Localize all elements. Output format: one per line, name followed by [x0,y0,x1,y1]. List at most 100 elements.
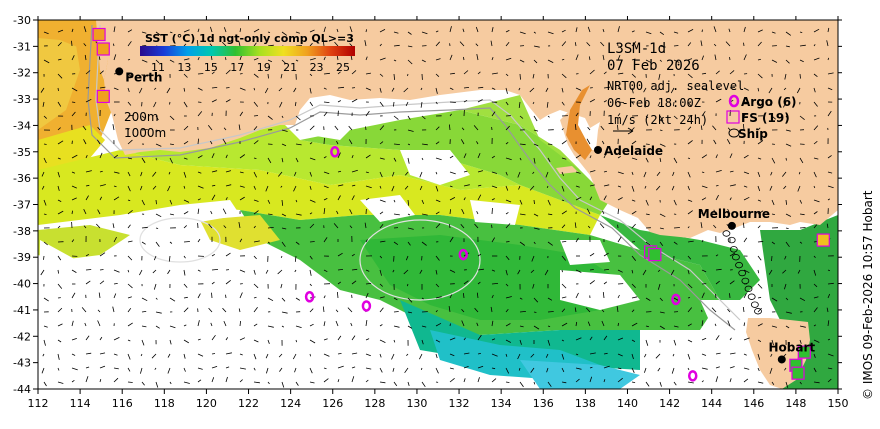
vector [156,228,158,229]
fs-station-icon [97,90,109,102]
vector [72,41,73,46]
vector [450,102,456,103]
city-marker-icon [728,222,736,230]
fs-station-icon [817,234,829,246]
colorbar-tick-label: 25 [336,61,350,74]
vector [506,242,510,243]
colorbar-ramp [140,46,355,56]
colorbar-tick-label: 21 [283,61,297,74]
colorbar-tick-label: 13 [177,61,191,74]
lon-tick-label: 142 [659,397,680,410]
city-marker-icon [594,146,602,154]
city-label: Hobart [768,340,815,354]
vector [226,88,230,89]
vector [58,88,59,91]
fs-station-icon [97,43,109,55]
lon-tick-label: 120 [196,397,217,410]
depth-label-200m: 200m [124,110,159,124]
lon-tick-label: 126 [322,397,343,410]
lat-tick-label: -33 [13,93,31,106]
lon-tick-label: 146 [743,397,764,410]
lat-tick-label: -38 [13,225,31,238]
lon-tick-label: 122 [238,397,259,410]
current-source: NRT00 adj. sealevel [607,79,744,93]
colorbar-tick-label: 19 [257,61,271,74]
lat-tick-label: -30 [13,14,31,27]
vector [548,312,554,313]
colorbar-tick-label: 15 [204,61,218,74]
lat-tick-label: -39 [13,251,31,264]
vector [590,270,594,271]
vector [366,126,367,130]
vector [520,74,521,80]
lon-tick-label: 144 [701,397,722,410]
credit-text: © IMOS 09-Feb-2026 10:57 Hobart [861,190,875,400]
colorbar-title: SST (°C) 1d ngt-only comp QL>=3 [145,32,354,45]
lat-tick-label: -37 [13,199,31,212]
vector [744,43,745,46]
lon-tick-label: 148 [785,397,806,410]
ship-legend-label: Ship [738,127,768,141]
vector [800,74,801,79]
colorbar-tick-label: 23 [310,61,324,74]
lat-tick-label: -32 [13,67,31,80]
lat-tick-label: -42 [13,330,31,343]
vector [702,30,703,32]
vector [72,102,75,103]
lon-tick-label: 112 [28,397,49,410]
vector [730,293,731,298]
city-marker-icon [115,67,123,75]
vector [786,158,787,161]
vector-scale: 1m/s (2kt 24h) [607,113,708,127]
lon-tick-label: 150 [828,397,849,410]
fs-legend-label: FS (19) [741,111,790,125]
vector [212,354,215,355]
vector [128,382,133,383]
lat-tick-label: -31 [13,40,31,53]
vector [674,228,680,229]
depth-label-1000m: 1000m [124,126,166,140]
vector [674,46,678,47]
lon-tick-label: 130 [406,397,427,410]
vector [170,102,171,105]
lon-tick-label: 128 [364,397,385,410]
vector [688,298,690,299]
vector [226,295,227,298]
argo-legend-label: Argo (6) [741,95,797,109]
lon-tick-label: 132 [449,397,470,410]
city-label: Melbourne [698,207,770,221]
vector [450,324,451,327]
vector [156,200,157,204]
fs-station-icon [93,28,105,40]
lon-tick-label: 134 [491,397,512,410]
vector [86,270,91,271]
lat-tick-label: -40 [13,278,31,291]
lat-tick-label: -35 [13,146,31,159]
lon-tick-label: 116 [112,397,133,410]
colorbar-tick-label: 17 [230,61,244,74]
vector [268,74,269,78]
vector [534,312,536,313]
vector [492,208,493,214]
lat-tick-label: -41 [13,304,31,317]
vector [212,293,213,298]
product-name: L3SM-1d [607,41,666,57]
fs-station-icon [649,249,661,261]
lat-tick-label: -34 [13,119,31,132]
lon-tick-label: 118 [154,397,175,410]
fs-station-icon [792,367,804,379]
vector [730,57,731,60]
lon-tick-label: 138 [575,397,596,410]
vector [100,270,104,271]
vector [772,256,773,261]
vector [198,74,203,75]
city-label: Perth [125,70,162,84]
vector [184,242,190,243]
vector [44,256,45,260]
current-time: 06-Feb 18:00Z [607,96,701,110]
lat-tick-label: -44 [13,383,31,396]
lat-tick-label: -36 [13,172,31,185]
lon-tick-label: 140 [617,397,638,410]
